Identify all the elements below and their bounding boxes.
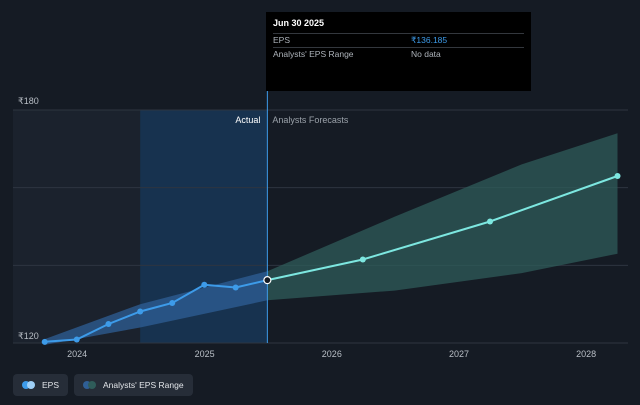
legend-eps-label: EPS [42,380,60,390]
eps-points[interactable] [41,173,621,345]
legend-range-label: Analysts' EPS Range [103,380,184,390]
forecast-line [267,175,618,282]
forecast-eps-range-band [267,133,618,301]
y-axis-labels: ₹180 ₹120 [18,96,39,341]
tooltip: Jun 30 2025 EPS ₹136.185 Analysts' EPS R… [266,12,531,91]
tooltip-eps-name: EPS [273,35,291,45]
current-eps-point[interactable] [263,276,272,285]
eps-line [44,279,268,343]
forecast-label: Analysts Forecasts [272,115,349,125]
x-tick-label: 2027 [449,349,469,359]
forecast-point[interactable] [487,218,494,225]
x-tick-label: 2025 [195,349,215,359]
y-tick-label: ₹180 [18,96,39,106]
eps-lines [44,175,618,343]
forecast-point[interactable] [359,256,366,263]
forecast-point[interactable] [614,173,621,180]
range-swatch-icon [83,381,97,389]
x-tick-label: 2026 [322,349,342,359]
tooltip-date: Jun 30 2025 [273,18,325,28]
eps-point[interactable] [169,300,176,307]
eps-point[interactable] [232,284,239,291]
legend-item-range[interactable]: Analysts' EPS Range [74,374,193,396]
y-tick-label: ₹120 [18,331,39,341]
tooltip-range-name: Analysts' EPS Range [273,49,354,59]
legend: EPS Analysts' EPS Range [13,374,193,396]
tooltip-range-value: No data [411,49,441,59]
eps-point[interactable] [105,320,112,327]
x-tick-label: 2024 [67,349,87,359]
eps-point[interactable] [41,338,48,345]
actual-label: Actual [235,115,260,125]
x-axis-labels: 2024 2025 2026 2027 2028 [67,349,596,359]
eps-point[interactable] [73,336,80,343]
tooltip-eps-value: ₹136.185 [411,35,448,45]
eps-point[interactable] [137,308,144,315]
eps-swatch-icon [22,381,35,389]
tooltip-row-range: Analysts' EPS Range No data [273,47,524,61]
x-tick-label: 2028 [576,349,596,359]
eps-point[interactable] [201,281,208,288]
tooltip-row-eps: EPS ₹136.185 [273,33,524,47]
legend-item-eps[interactable]: EPS [13,374,69,396]
